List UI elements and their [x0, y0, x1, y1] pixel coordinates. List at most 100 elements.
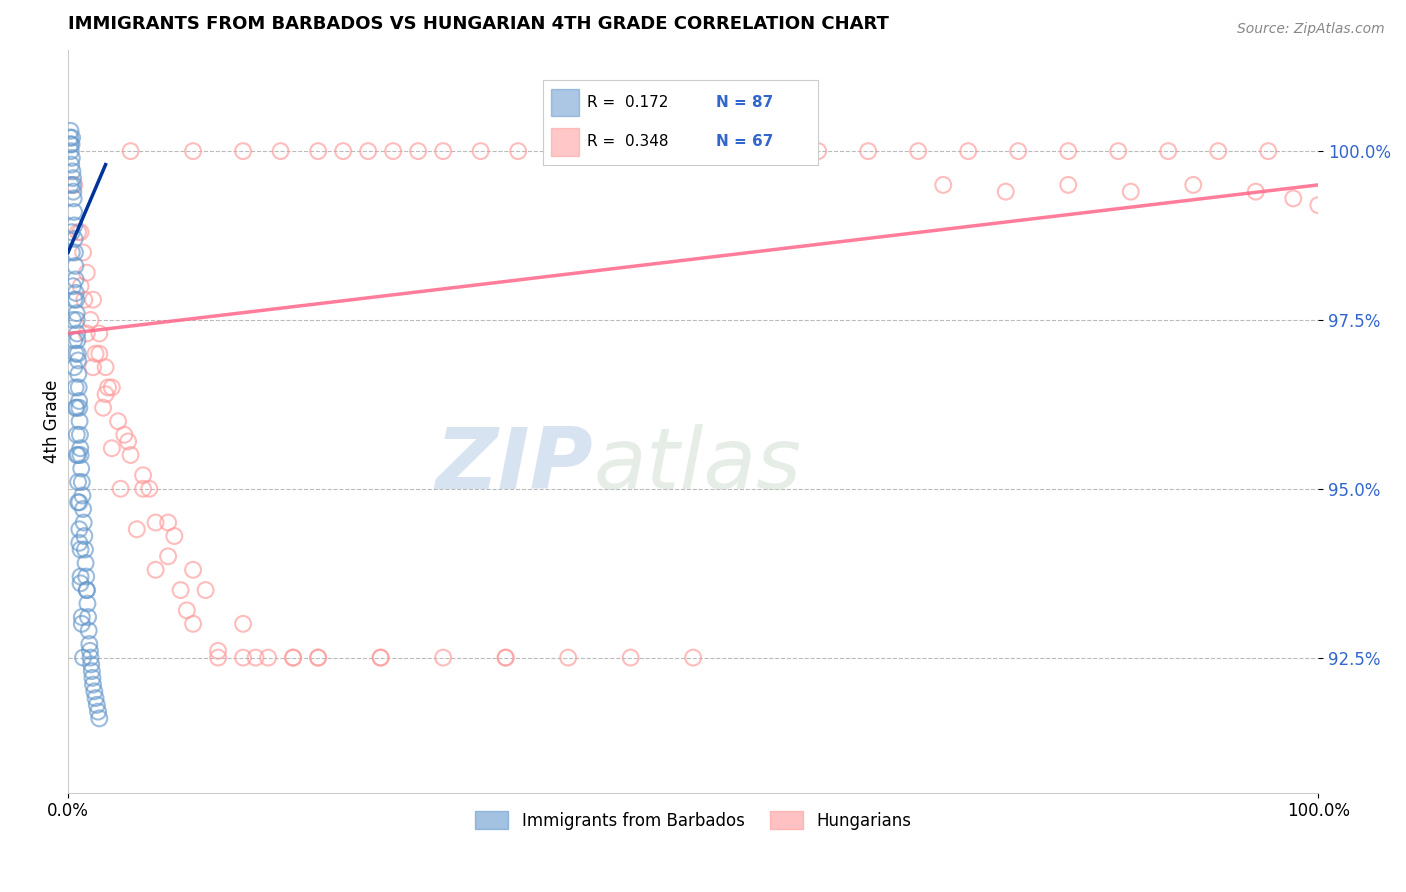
Point: [67, 380, 90, 394]
Point: [907, 144, 929, 158]
Point: [66, 401, 89, 415]
Point: [733, 144, 755, 158]
Point: [59, 130, 82, 145]
Point: [307, 144, 329, 158]
Point: [67, 536, 90, 550]
Legend: Immigrants from Barbados, Hungarians: Immigrants from Barbados, Hungarians: [468, 805, 918, 837]
Point: [620, 650, 643, 665]
Point: [76, 597, 98, 611]
Point: [67, 367, 90, 381]
Point: [107, 414, 129, 428]
Point: [1057, 144, 1080, 158]
Text: atlas: atlas: [593, 425, 801, 508]
Point: [65, 306, 87, 320]
Point: [65, 347, 87, 361]
Point: [1308, 198, 1330, 212]
Point: [75, 569, 97, 583]
Point: [67, 475, 90, 489]
Point: [97, 380, 120, 394]
Point: [60, 151, 83, 165]
Point: [75, 556, 97, 570]
Point: [307, 650, 329, 665]
Point: [495, 650, 517, 665]
Point: [1107, 144, 1129, 158]
Point: [67, 448, 90, 462]
Point: [66, 427, 89, 442]
Point: [59, 137, 82, 152]
Point: [70, 610, 93, 624]
Point: [695, 144, 717, 158]
Point: [157, 549, 180, 564]
Point: [66, 448, 89, 462]
Point: [73, 293, 96, 307]
Point: [432, 650, 454, 665]
Point: [132, 468, 155, 483]
Point: [138, 482, 160, 496]
Point: [169, 583, 191, 598]
Point: [65, 272, 87, 286]
Point: [281, 650, 304, 665]
Point: [82, 677, 104, 691]
Point: [232, 616, 254, 631]
Point: [82, 671, 104, 685]
Point: [67, 495, 90, 509]
Point: [932, 178, 955, 192]
Point: [120, 448, 142, 462]
Point: [270, 144, 292, 158]
Point: [59, 124, 82, 138]
Point: [1206, 144, 1229, 158]
Point: [181, 563, 204, 577]
Point: [620, 144, 643, 158]
Point: [67, 353, 90, 368]
Point: [181, 144, 204, 158]
Point: [406, 144, 429, 158]
Point: [82, 293, 104, 307]
Point: [470, 144, 492, 158]
Point: [76, 326, 98, 341]
Point: [89, 711, 111, 725]
Point: [79, 650, 101, 665]
Point: [80, 657, 103, 672]
Point: [70, 461, 93, 475]
Point: [145, 563, 167, 577]
Point: [62, 171, 84, 186]
Point: [73, 516, 96, 530]
Point: [70, 475, 93, 489]
Point: [281, 650, 304, 665]
Text: IMMIGRANTS FROM BARBADOS VS HUNGARIAN 4TH GRADE CORRELATION CHART: IMMIGRANTS FROM BARBADOS VS HUNGARIAN 4T…: [67, 15, 889, 33]
Point: [66, 333, 89, 347]
Point: [495, 650, 517, 665]
Point: [112, 427, 135, 442]
Point: [67, 401, 90, 415]
Point: [66, 313, 89, 327]
Point: [163, 529, 186, 543]
Point: [82, 360, 104, 375]
Point: [769, 144, 792, 158]
Point: [332, 144, 354, 158]
Point: [63, 205, 86, 219]
Point: [357, 144, 380, 158]
Point: [60, 137, 83, 152]
Point: [582, 144, 605, 158]
Point: [1257, 144, 1279, 158]
Point: [70, 616, 93, 631]
Point: [79, 637, 101, 651]
Point: [1182, 178, 1205, 192]
Text: ZIP: ZIP: [436, 425, 593, 508]
Point: [63, 219, 86, 233]
Point: [101, 380, 124, 394]
Point: [682, 650, 704, 665]
Point: [63, 245, 86, 260]
Point: [69, 448, 91, 462]
Point: [73, 529, 96, 543]
Point: [1007, 144, 1029, 158]
Point: [67, 394, 90, 409]
Point: [65, 401, 87, 415]
Point: [80, 664, 103, 678]
Point: [132, 482, 155, 496]
Point: [856, 144, 879, 158]
Point: [994, 185, 1017, 199]
Point: [1282, 191, 1305, 205]
Point: [120, 144, 142, 158]
Point: [72, 489, 94, 503]
